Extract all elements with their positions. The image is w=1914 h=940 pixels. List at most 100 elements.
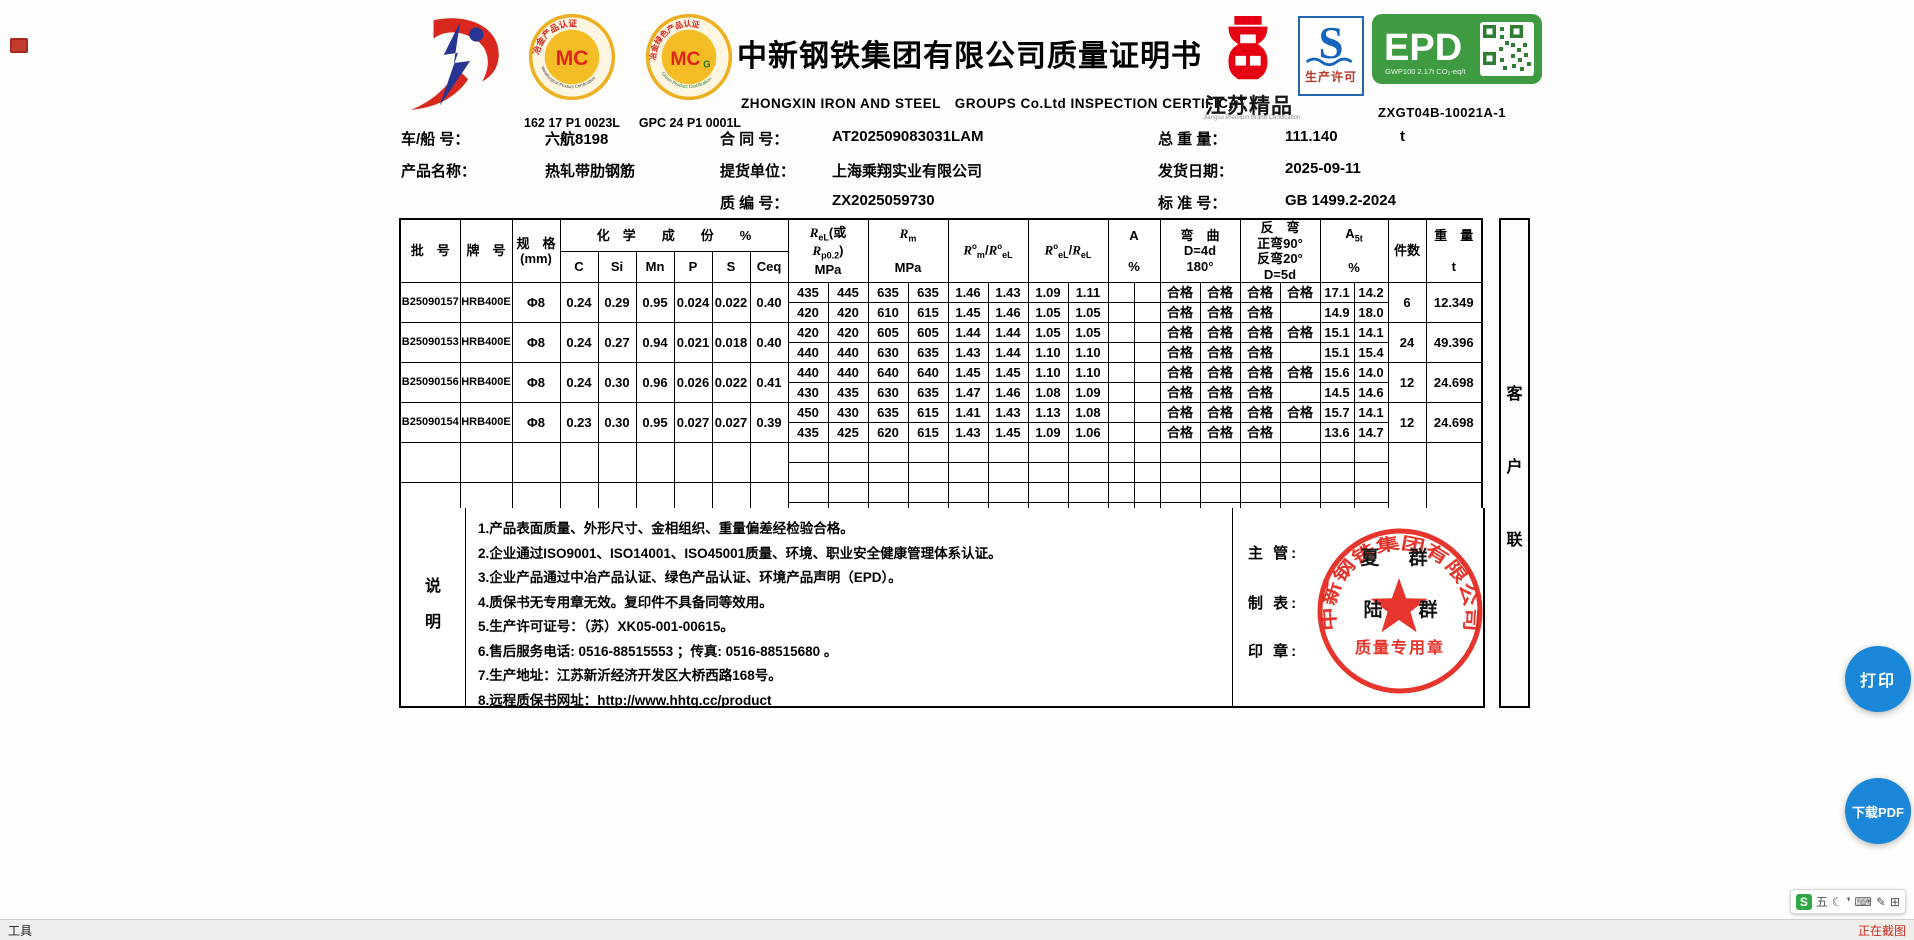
license-label: 生产许可 — [1304, 70, 1357, 84]
cell-bend: 合格 — [1159, 322, 1201, 344]
soft-keyboard-icon[interactable]: ⌨ — [1854, 894, 1872, 909]
tools-menu[interactable]: 工具 — [8, 923, 33, 938]
night-mode-icon[interactable]: ☾ — [1831, 894, 1843, 909]
jiangsu-premium-subtext: Jiangsu Premium Brand Certification — [1203, 115, 1301, 121]
contract-no-label: 合 同 号： — [720, 131, 789, 148]
cell-rel: 440 — [827, 342, 869, 364]
cell-a — [1107, 302, 1135, 324]
cell-rm: 635 — [907, 282, 949, 304]
svg-text:MC: MC — [556, 47, 589, 70]
cell-a — [1133, 422, 1161, 444]
copy-strip-char-3: 联 — [1506, 532, 1523, 549]
cell-a — [1133, 402, 1161, 424]
cell-bend — [1159, 462, 1201, 484]
cell-size: Φ8 — [511, 362, 561, 404]
cell-chem: 0.40 — [749, 282, 789, 324]
cell-rel: 425 — [827, 422, 869, 444]
cell-bend: 合格 — [1159, 282, 1201, 304]
cell-a — [1133, 362, 1161, 384]
ship-date-label: 发货日期： — [1158, 163, 1234, 180]
cell-rel: 440 — [787, 342, 829, 364]
cell-rel — [827, 462, 869, 484]
toolbox-icon[interactable]: ⊞ — [1889, 894, 1900, 909]
customer-copy-strip: 客 户 联 — [1499, 218, 1530, 708]
cell-rm_rel: 1.47 — [947, 382, 989, 404]
cell-chem: 0.022 — [711, 362, 751, 404]
cell-rm — [907, 442, 949, 464]
cell-rm — [867, 462, 909, 484]
cell-rebend — [1279, 382, 1321, 404]
cell-rm: 635 — [867, 282, 909, 304]
mcg-green-certification-badge: 冶金绿色产品认证 Green Product Certification MC … — [645, 13, 733, 101]
ime-logo-icon[interactable]: S — [1795, 893, 1812, 910]
note-line: 7.生产地址：江苏新沂经济开发区大桥西路168号。 — [478, 668, 782, 683]
punctuation-icon[interactable]: ❜ — [1846, 894, 1851, 909]
cell-pieces: 12 — [1387, 362, 1427, 404]
cell-a — [1133, 382, 1161, 404]
cell-rel — [787, 462, 829, 484]
jiangsu-premium-label: 江苏精品 — [1205, 95, 1293, 118]
cell-rm_rel: 1.44 — [947, 322, 989, 344]
cell-rm_rel — [987, 442, 1029, 464]
cell-rebend — [1279, 422, 1321, 444]
table-row: B25090157 HRB400E Φ8 0.24 0.29 0.95 0.024 0.022… — [399, 282, 1483, 324]
cell-a5t — [1353, 482, 1389, 504]
col-header-chemistry: 化 学 成 份 % — [559, 218, 789, 252]
cell-chem: 0.30 — [597, 402, 637, 444]
cell-a — [1107, 342, 1135, 364]
preparer-signature-left: 陆 — [1363, 598, 1382, 621]
stamp-star — [1370, 578, 1428, 633]
cell-pieces: 6 — [1387, 282, 1427, 324]
cell-rel_rel: 1.05 — [1067, 302, 1109, 324]
notes-block: 说 明 1.产品表面质量、外形尺寸、金相组织、重量偏差经检验合格。 2.企业通过I… — [399, 508, 1485, 708]
vehicle-no-label: 车/船 号： — [401, 131, 470, 148]
cell-bend: 合格 — [1199, 322, 1241, 344]
cell-rel_rel: 1.05 — [1027, 302, 1069, 324]
print-button[interactable]: 打印 — [1845, 646, 1911, 712]
cell-batch-no — [399, 442, 461, 484]
cell-rm_rel: 1.43 — [987, 402, 1029, 424]
download-pdf-button[interactable]: 下载PDF — [1845, 778, 1911, 844]
cell-grade: HRB400E — [459, 322, 513, 364]
cell-rm_rel: 1.43 — [947, 422, 989, 444]
col-header-batch: 批 号 — [399, 218, 461, 284]
copy-strip-char-1: 客 — [1506, 386, 1523, 403]
signature-area: 主 管: 制 表: 印 章: 中新钢铁集团有限公司 夏 群 陆 群 质量专用章 — [1232, 508, 1483, 706]
cell-rel: 440 — [787, 362, 829, 384]
cell-rm_rel: 1.46 — [947, 282, 989, 304]
cell-batch-no: B25090153 — [399, 322, 461, 364]
cell-rebend: 合格 — [1239, 322, 1281, 344]
col-header-rel-rel-ratio: RoeL/ReL — [1027, 218, 1109, 284]
cell-rel_rel — [1067, 462, 1109, 484]
cell-chem: 0.24 — [559, 322, 599, 364]
cell-rebend — [1239, 462, 1281, 484]
cell-chem: 0.30 — [597, 362, 637, 404]
quality-table: 批 号 牌 号 规 格 (mm) 化 学 成 份 % ReL(或 Rp0.2) MPa… — [399, 218, 1483, 525]
note-line: 3.企业产品通过中冶产品认证、绿色产品认证、环境产品声明（EPD）。 — [478, 570, 902, 585]
vehicle-no-value: 六航8198 — [545, 131, 609, 148]
cell-chem: 0.95 — [635, 282, 675, 324]
col-header-ceq: Ceq — [749, 250, 789, 284]
quality-seal-stamp: 中新钢铁集团有限公司 夏 群 陆 群 质量专用章 — [1317, 528, 1483, 694]
corner-app-icon — [10, 38, 28, 53]
cell-rel: 430 — [787, 382, 829, 404]
jiangsu-premium-icon — [1228, 15, 1268, 80]
note-line: 1.产品表面质量、外形尺寸、金相组织、重量偏差经检验合格。 — [478, 521, 854, 536]
cell-pieces — [1387, 442, 1427, 484]
cell-rel — [827, 482, 869, 504]
cell-rebend: 合格 — [1239, 362, 1281, 384]
wubi-mode-icon[interactable]: 五 — [1815, 894, 1828, 909]
cell-rm — [907, 482, 949, 504]
ime-toolbar[interactable]: S 五 ☾ ❜ ⌨ ✎ ⊞ — [1789, 889, 1906, 914]
cell-a5t: 15.6 — [1319, 362, 1355, 384]
standard-no-label: 标 准 号： — [1158, 195, 1227, 212]
note-line: 4.质保书无专用章无效。复印件不具备同等效用。 — [478, 594, 773, 610]
note-line: 8.远程质保书网址：http://www.hhtg.cc/product — [478, 692, 772, 707]
handwriting-icon[interactable]: ✎ — [1875, 894, 1886, 909]
notes-list: 1.产品表面质量、外形尺寸、金相组织、重量偏差经检验合格。 2.企业通过ISO90… — [466, 508, 1232, 706]
cell-a — [1107, 482, 1135, 504]
note-line: 5.生产许可证号：（苏）XK05-001-00615。 — [478, 619, 734, 634]
cell-rm: 620 — [867, 422, 909, 444]
product-name-value: 热轧带肋钢筋 — [545, 163, 636, 180]
